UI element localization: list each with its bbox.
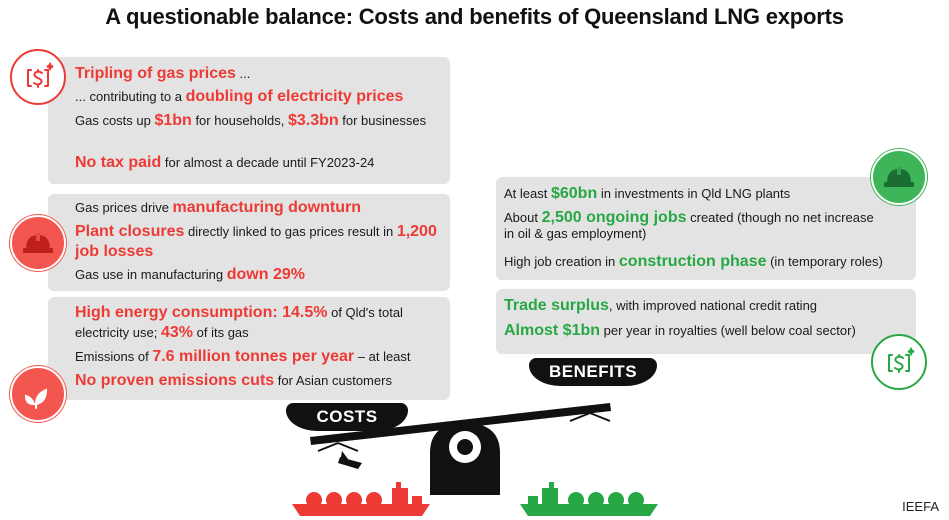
cost-line-downturn: Gas prices drive manufacturing downturn	[75, 200, 361, 216]
body-text: Emissions of	[75, 349, 153, 364]
benefit-line-investment: At least $60bn in investments in Qld LNG…	[504, 186, 790, 202]
highlight-text: No proven emissions cuts	[75, 372, 275, 389]
cost-line-gas-use: Gas use in manufacturing down 29%	[75, 267, 305, 283]
cost-line-gas-costs: Gas costs up $1bn for households, $3.3bn…	[75, 113, 435, 129]
body-text: , with improved national credit rating	[608, 298, 818, 313]
cost-line-closures: Plant closures directly linked to gas pr…	[75, 222, 437, 262]
body-text: Gas use in manufacturing	[75, 267, 227, 282]
body-text: directly linked to gas prices result in	[184, 224, 397, 239]
body-text: At least	[504, 186, 551, 201]
cost-box-emissions: High energy consumption: 14.5% of Qld's …	[48, 297, 450, 400]
benefit-line-construction: High job creation in construction phase …	[504, 254, 883, 270]
source-credit: IEEFA	[902, 499, 939, 514]
highlight-text: High energy consumption: 14.5%	[75, 304, 328, 321]
body-text: for almost a decade until FY2023-24	[161, 155, 375, 170]
highlight-text: $60bn	[550, 185, 598, 202]
benefits-label: BENEFITS	[529, 358, 657, 386]
money-icon	[10, 49, 66, 105]
cost-line-energy: High energy consumption: 14.5% of Qld's …	[75, 303, 440, 343]
hard-hat-icon	[871, 149, 927, 205]
highlight-text: Tripling of gas prices	[75, 65, 236, 82]
body-text: of its gas	[193, 325, 249, 340]
benefit-line-royalties: Almost $1bn per year in royalties (well …	[504, 323, 856, 339]
body-text: About	[504, 210, 542, 225]
scale-icon	[310, 403, 611, 495]
money-icon	[871, 334, 927, 390]
highlight-text: Almost $1bn	[504, 322, 601, 339]
cost-line-no-tax: No tax paid for almost a decade until FY…	[75, 155, 374, 171]
benefit-box-investment: At least $60bn in investments in Qld LNG…	[496, 177, 916, 280]
body-text: for households,	[191, 113, 288, 128]
leaf-hand-icon	[10, 366, 66, 422]
hard-hat-icon	[10, 215, 66, 271]
highlight-text: Plant closures	[75, 223, 185, 240]
body-text: created (though no net increase in oil &…	[504, 210, 874, 241]
highlight-text: $1bn	[154, 112, 192, 129]
cost-line-no-cuts: No proven emissions cuts for Asian custo…	[75, 373, 392, 389]
body-text: Gas prices drive	[75, 200, 173, 215]
highlight-text: doubling of electricity prices	[185, 88, 404, 105]
highlight-text: Trade surplus	[504, 297, 609, 314]
body-text: in investments in Qld LNG plants	[597, 186, 791, 201]
body-text: for Asian customers	[274, 373, 392, 388]
highlight-text: 1,200 job losses	[75, 223, 437, 260]
benefit-line-trade: Trade surplus, with improved national cr…	[504, 298, 817, 314]
benefit-box-trade: Trade surplus, with improved national cr…	[496, 289, 916, 354]
body-text: per year in royalties (well below coal s…	[600, 323, 856, 338]
highlight-text: manufacturing downturn	[172, 199, 361, 216]
lng-tanker-icon	[292, 482, 430, 516]
highlight-text: down 29%	[226, 266, 305, 283]
body-text: ...	[235, 66, 251, 81]
lng-tanker-icon	[520, 482, 658, 516]
cost-line-gas-prices: Tripling of gas prices ...	[75, 66, 250, 82]
highlight-text: 43%	[160, 324, 194, 341]
highlight-text: $3.3bn	[287, 112, 339, 129]
body-text: High job creation in	[504, 254, 619, 269]
body-text: of Qld's total electricity use;	[75, 305, 403, 340]
highlight-text: 2,500 ongoing jobs	[541, 209, 687, 226]
body-text: Gas costs up	[75, 113, 155, 128]
benefit-line-jobs: About 2,500 ongoing jobs created (though…	[504, 210, 874, 242]
body-text: (in temporary roles)	[766, 254, 883, 269]
body-text: for businesses	[338, 113, 427, 128]
cost-box-manufacturing: Gas prices drive manufacturing downturn …	[48, 194, 450, 291]
body-text: – at least	[354, 349, 411, 364]
body-text: ... contributing to a	[75, 89, 186, 104]
cost-line-electricity: ... contributing to a doubling of electr…	[75, 89, 403, 105]
highlight-text: construction phase	[618, 253, 767, 270]
highlight-text: No tax paid	[75, 154, 162, 171]
chart-title: A questionable balance: Costs and benefi…	[105, 4, 844, 29]
highlight-text: 7.6 million tonnes per year	[152, 348, 355, 365]
cost-box-prices: Tripling of gas prices ... ... contribut…	[48, 57, 450, 184]
cost-line-emissions: Emissions of 7.6 million tonnes per year…	[75, 349, 411, 365]
costs-label: COSTS	[286, 403, 408, 431]
